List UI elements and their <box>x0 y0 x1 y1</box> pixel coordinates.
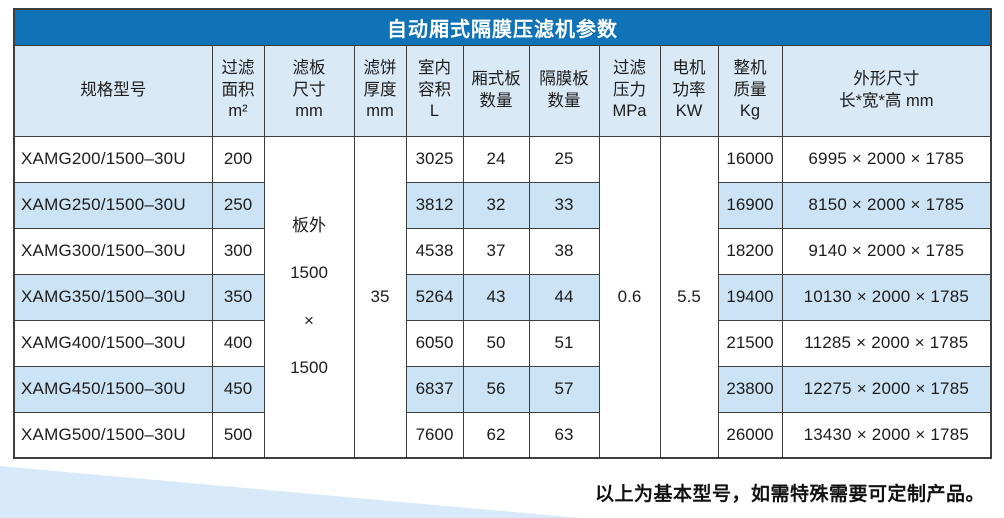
cell-chamber-plates: 37 <box>462 227 530 275</box>
cell-chamber-plates: 50 <box>462 319 530 367</box>
cell-plate-size-merged: 板外 1500 × 1500 <box>263 135 355 459</box>
cell-area: 450 <box>211 365 265 413</box>
cell-weight: 19400 <box>717 273 783 321</box>
cell-area: 200 <box>211 135 265 183</box>
cell-diaphragm-plates: 44 <box>528 273 600 321</box>
cell-diaphragm-plates: 63 <box>528 411 600 459</box>
cell-chamber-plates: 43 <box>462 273 530 321</box>
cell-dimensions: 10130 × 2000 × 1785 <box>781 273 992 321</box>
cell-weight: 18200 <box>717 227 783 275</box>
cell-dimensions: 9140 × 2000 × 1785 <box>781 227 992 275</box>
table-row: XAMG250/1500–30U 250 3812 32 33 16900 81… <box>13 181 992 229</box>
header-chamber-volume: 室内 容积 L <box>405 44 464 137</box>
cell-diaphragm-plates: 25 <box>528 135 600 183</box>
header-diaphragm-plates: 隔膜板 数量 <box>528 44 600 137</box>
header-motor-power: 电机 功率 KW <box>659 44 719 137</box>
cell-chamber-plates: 32 <box>462 181 530 229</box>
cell-dimensions: 13430 × 2000 × 1785 <box>781 411 992 459</box>
cell-dimensions: 12275 × 2000 × 1785 <box>781 365 992 413</box>
cell-model: XAMG200/1500–30U <box>13 135 213 183</box>
spec-table: 自动厢式隔膜压滤机参数 规格型号 过滤 面积 m² 滤板 尺寸 mm 滤饼 厚度… <box>13 8 993 459</box>
cell-diaphragm-plates: 51 <box>528 319 600 367</box>
header-cake-thickness: 滤饼 厚度 mm <box>353 44 407 137</box>
cell-volume: 4538 <box>405 227 464 275</box>
cell-volume: 5264 <box>405 273 464 321</box>
cell-dimensions: 11285 × 2000 × 1785 <box>781 319 992 367</box>
cell-area: 400 <box>211 319 265 367</box>
table-header-row: 规格型号 过滤 面积 m² 滤板 尺寸 mm 滤饼 厚度 mm 室内 容积 L … <box>13 44 992 137</box>
cell-cake-thickness-merged: 35 <box>353 135 407 459</box>
cell-dimensions: 6995 × 2000 × 1785 <box>781 135 992 183</box>
cell-model: XAMG300/1500–30U <box>13 227 213 275</box>
cell-weight: 16000 <box>717 135 783 183</box>
header-filter-area: 过滤 面积 m² <box>211 44 265 137</box>
cell-model: XAMG500/1500–30U <box>13 411 213 459</box>
table-title: 自动厢式隔膜压滤机参数 <box>13 8 992 46</box>
cell-chamber-plates: 56 <box>462 365 530 413</box>
cell-model: XAMG450/1500–30U <box>13 365 213 413</box>
table-row: XAMG400/1500–30U 400 6050 50 51 21500 11… <box>13 319 992 367</box>
cell-filter-pressure-merged: 0.6 <box>598 135 661 459</box>
header-chamber-plates: 厢式板 数量 <box>462 44 530 137</box>
cell-model: XAMG400/1500–30U <box>13 319 213 367</box>
cell-dimensions: 8150 × 2000 × 1785 <box>781 181 992 229</box>
cell-area: 500 <box>211 411 265 459</box>
cell-weight: 16900 <box>717 181 783 229</box>
header-plate-size: 滤板 尺寸 mm <box>263 44 355 137</box>
cell-weight: 21500 <box>717 319 783 367</box>
header-dimensions: 外形尺寸 长*宽*高 mm <box>781 44 992 137</box>
decorative-wedge <box>0 466 580 518</box>
cell-diaphragm-plates: 57 <box>528 365 600 413</box>
cell-volume: 6050 <box>405 319 464 367</box>
cell-diaphragm-plates: 33 <box>528 181 600 229</box>
cell-volume: 3025 <box>405 135 464 183</box>
table-row: XAMG500/1500–30U 500 7600 62 63 26000 13… <box>13 411 992 459</box>
cell-chamber-plates: 24 <box>462 135 530 183</box>
cell-chamber-plates: 62 <box>462 411 530 459</box>
cell-weight: 23800 <box>717 365 783 413</box>
table-row: XAMG300/1500–30U 300 4538 37 38 18200 91… <box>13 227 992 275</box>
cell-volume: 7600 <box>405 411 464 459</box>
header-filter-pressure: 过滤 压力 MPa <box>598 44 661 137</box>
cell-area: 300 <box>211 227 265 275</box>
table-title-row: 自动厢式隔膜压滤机参数 <box>13 8 992 46</box>
cell-volume: 3812 <box>405 181 464 229</box>
cell-volume: 6837 <box>405 365 464 413</box>
header-machine-weight: 整机 质量 Kg <box>717 44 783 137</box>
header-model: 规格型号 <box>13 44 213 137</box>
cell-area: 350 <box>211 273 265 321</box>
footer-note: 以上为基本型号，如需特殊需要可定制产品。 <box>594 484 985 505</box>
cell-model: XAMG250/1500–30U <box>13 181 213 229</box>
cell-model: XAMG350/1500–30U <box>13 273 213 321</box>
table-row: XAMG200/1500–30U 200 板外 1500 × 1500 35 3… <box>13 135 992 459</box>
cell-area: 250 <box>211 181 265 229</box>
cell-diaphragm-plates: 38 <box>528 227 600 275</box>
cell-weight: 26000 <box>717 411 783 459</box>
cell-motor-power-merged: 5.5 <box>659 135 719 459</box>
table-row: XAMG350/1500–30U 350 5264 43 44 19400 10… <box>13 273 992 321</box>
table-row: XAMG450/1500–30U 450 6837 56 57 23800 12… <box>13 365 992 413</box>
